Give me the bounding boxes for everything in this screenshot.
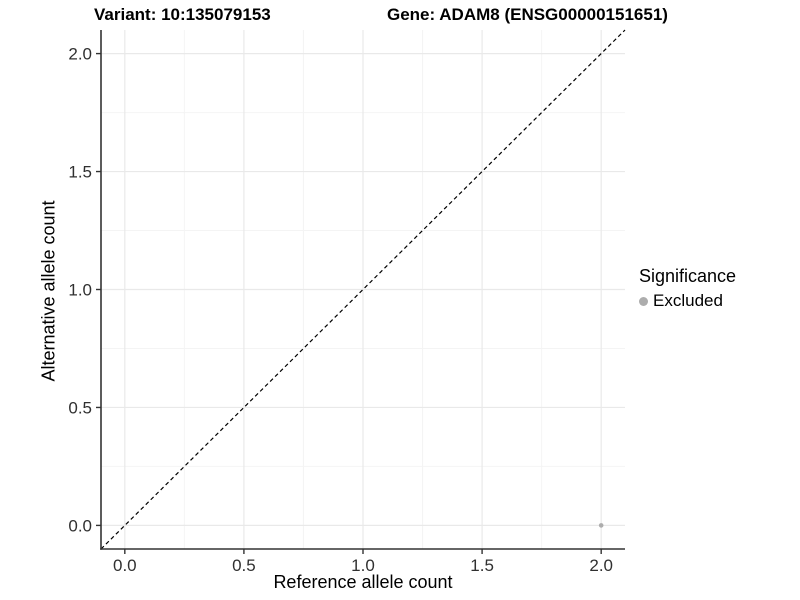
legend-key-dot-icon bbox=[639, 296, 648, 306]
legend-title: Significance bbox=[639, 266, 737, 286]
legend-item-excluded: Excluded bbox=[639, 291, 736, 311]
x-tick-label: 0.5 bbox=[232, 556, 256, 575]
data-point bbox=[598, 523, 604, 528]
x-tick-label: 1.0 bbox=[351, 556, 375, 575]
legend: Significance Excluded bbox=[639, 266, 736, 311]
y-tick-label: 2.0 bbox=[68, 45, 92, 64]
y-axis-label: Alternative allele count bbox=[38, 200, 59, 382]
x-tick-label: 1.5 bbox=[470, 556, 494, 575]
x-tick-label: 2.0 bbox=[589, 556, 613, 575]
y-tick-label: 0.0 bbox=[68, 516, 92, 535]
x-axis-label: Reference allele count bbox=[273, 572, 453, 592]
x-tick-label: 0.0 bbox=[113, 556, 137, 575]
plot-title-variant: Variant: 10:135079153 bbox=[94, 5, 271, 24]
identity-dashed-line bbox=[100, 29, 626, 550]
y-tick-label: 1.0 bbox=[68, 281, 92, 300]
legend-item-label: Excluded bbox=[653, 291, 723, 310]
y-tick-label: 0.5 bbox=[68, 398, 92, 417]
plot-title-gene: Gene: ADAM8 (ENSG00000151651) bbox=[387, 5, 668, 24]
y-tick-label: 1.5 bbox=[68, 163, 92, 182]
